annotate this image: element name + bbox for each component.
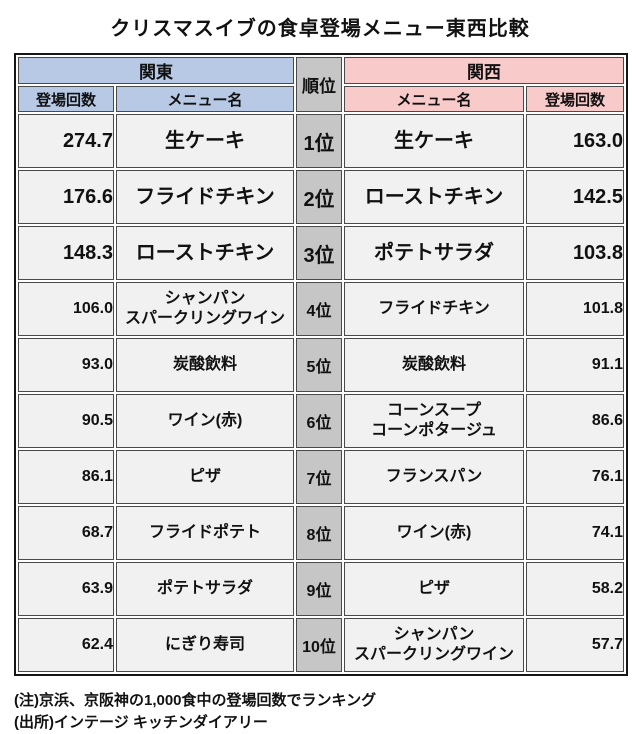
- kanto-menu-cell: 生ケーキ: [116, 114, 294, 168]
- header-kansai-menu: メニュー名: [344, 86, 524, 112]
- kansai-menu-cell: ワイン(赤): [344, 506, 524, 560]
- kansai-menu-cell: ローストチキン: [344, 170, 524, 224]
- rank-cell: 2位: [296, 170, 342, 224]
- kansai-count-cell: 142.5: [526, 170, 624, 224]
- rank-cell: 10位: [296, 618, 342, 672]
- rank-cell: 3位: [296, 226, 342, 280]
- note-source: (出所)インテージ キッチンダイアリー: [14, 713, 268, 731]
- kanto-count-cell: 86.1: [18, 450, 114, 504]
- kansai-menu-cell: ポテトサラダ: [344, 226, 524, 280]
- header-kanto-menu: メニュー名: [116, 86, 294, 112]
- kanto-menu-cell: ワイン(赤): [116, 394, 294, 448]
- header-kansai: 関西: [344, 57, 624, 84]
- rank-cell: 5位: [296, 338, 342, 392]
- table-row: 62.4 にぎり寿司 10位 シャンパン スパークリングワイン 57.7: [18, 618, 624, 672]
- kansai-menu-cell: フライドチキン: [344, 282, 524, 336]
- kanto-menu-cell: 炭酸飲料: [116, 338, 294, 392]
- table-row: 90.5 ワイン(赤) 6位 コーンスープ コーンポタージュ 86.6: [18, 394, 624, 448]
- note-ranking: (注)京浜、京阪神の1,000食中の登場回数でランキング: [14, 692, 377, 709]
- kanto-count-cell: 63.9: [18, 562, 114, 616]
- header-kansai-count: 登場回数: [526, 86, 624, 112]
- table-row: 274.7 生ケーキ 1位 生ケーキ 163.0: [18, 114, 624, 168]
- kanto-menu-cell: ポテトサラダ: [116, 562, 294, 616]
- kanto-menu-cell: シャンパン スパークリングワイン: [116, 282, 294, 336]
- kanto-count-cell: 176.6: [18, 170, 114, 224]
- kansai-menu-cell: 生ケーキ: [344, 114, 524, 168]
- kansai-count-cell: 76.1: [526, 450, 624, 504]
- kansai-menu-cell: フランスパン: [344, 450, 524, 504]
- rank-cell: 4位: [296, 282, 342, 336]
- rank-cell: 1位: [296, 114, 342, 168]
- rank-cell: 9位: [296, 562, 342, 616]
- kanto-count-cell: 62.4: [18, 618, 114, 672]
- kansai-count-cell: 103.8: [526, 226, 624, 280]
- kansai-count-cell: 74.1: [526, 506, 624, 560]
- kansai-count-cell: 58.2: [526, 562, 624, 616]
- kansai-menu-cell: コーンスープ コーンポタージュ: [344, 394, 524, 448]
- kanto-count-cell: 148.3: [18, 226, 114, 280]
- kanto-count-cell: 93.0: [18, 338, 114, 392]
- table-row: 148.3 ローストチキン 3位 ポテトサラダ 103.8: [18, 226, 624, 280]
- kansai-menu-cell: 炭酸飲料: [344, 338, 524, 392]
- kanto-menu-cell: ローストチキン: [116, 226, 294, 280]
- kanto-menu-cell: ピザ: [116, 450, 294, 504]
- header-kanto-count: 登場回数: [18, 86, 114, 112]
- kanto-menu-cell: フライドチキン: [116, 170, 294, 224]
- rank-cell: 8位: [296, 506, 342, 560]
- kanto-menu-cell: にぎり寿司: [116, 618, 294, 672]
- table-row: 176.6 フライドチキン 2位 ローストチキン 142.5: [18, 170, 624, 224]
- chart-title: クリスマスイブの食卓登場メニュー東西比較: [110, 18, 530, 40]
- header-row-columns: 登場回数 メニュー名 メニュー名 登場回数: [18, 86, 624, 112]
- kansai-count-cell: 101.8: [526, 282, 624, 336]
- kansai-count-cell: 163.0: [526, 114, 624, 168]
- kanto-count-cell: 106.0: [18, 282, 114, 336]
- header-row-regions: 関東 順位 関西: [18, 57, 624, 112]
- kansai-count-cell: 86.6: [526, 394, 624, 448]
- footnotes: (注)京浜、京阪神の1,000食中の登場回数でランキング (出所)インテージ キ…: [14, 690, 640, 734]
- kanto-count-cell: 68.7: [18, 506, 114, 560]
- comparison-table: 関東 順位 関西 登場回数 メニュー名 メニュー名 登場回数 274.7 生ケー…: [14, 53, 628, 676]
- kansai-menu-cell: ピザ: [344, 562, 524, 616]
- kansai-count-cell: 91.1: [526, 338, 624, 392]
- kansai-count-cell: 57.7: [526, 618, 624, 672]
- table-row: 63.9 ポテトサラダ 9位 ピザ 58.2: [18, 562, 624, 616]
- kanto-count-cell: 274.7: [18, 114, 114, 168]
- table-row: 106.0 シャンパン スパークリングワイン 4位 フライドチキン 101.8: [18, 282, 624, 336]
- table-row: 93.0 炭酸飲料 5位 炭酸飲料 91.1: [18, 338, 624, 392]
- header-kanto: 関東: [18, 57, 294, 84]
- kanto-menu-cell: フライドポテト: [116, 506, 294, 560]
- kanto-count-cell: 90.5: [18, 394, 114, 448]
- rank-cell: 6位: [296, 394, 342, 448]
- rank-cell: 7位: [296, 450, 342, 504]
- kansai-menu-cell: シャンパン スパークリングワイン: [344, 618, 524, 672]
- table-row: 68.7 フライドポテト 8位 ワイン(赤) 74.1: [18, 506, 624, 560]
- header-rank: 順位: [296, 57, 342, 112]
- table-row: 86.1 ピザ 7位 フランスパン 76.1: [18, 450, 624, 504]
